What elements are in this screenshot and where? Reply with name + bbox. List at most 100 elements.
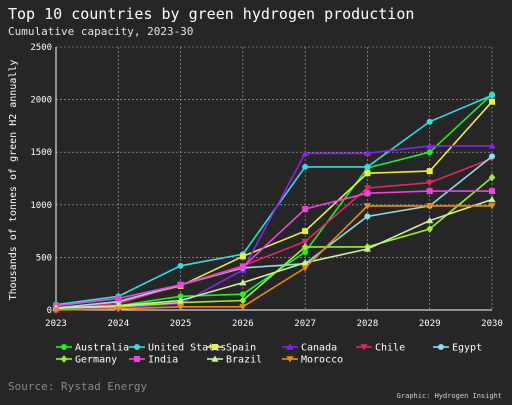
data-point-united-states [364, 163, 371, 170]
data-point-morocco [301, 265, 309, 272]
data-point-germany [488, 173, 496, 182]
gridlines [55, 46, 493, 311]
data-point-india [239, 263, 246, 270]
legend: Australia United States Spain Canada Chile Eg… [56, 343, 482, 366]
data-point-united-states [177, 262, 184, 269]
data-point-canada [363, 149, 372, 156]
data-point-brazil [488, 195, 496, 203]
x-tick-label: 2028 [357, 319, 379, 329]
series-united-states [53, 92, 495, 308]
data-point-india [302, 206, 309, 213]
legend-label: India [148, 355, 178, 366]
legend-marker [438, 344, 444, 350]
legend-label: Chile [375, 343, 405, 354]
graphic-credit: Graphic: Hydrogen Insight [396, 392, 502, 400]
data-point-brazil [426, 216, 434, 224]
series-line-morocco [55, 205, 492, 311]
y-tick-label: 500 [36, 253, 52, 263]
legend-entry-spain: Spain [207, 343, 256, 354]
legend-label: Spain [226, 343, 256, 354]
data-point-brazil [176, 296, 185, 304]
x-tick-label: 2024 [107, 319, 129, 329]
legend-label: United States [148, 343, 226, 354]
data-point-spain [239, 253, 246, 260]
legend-entry-australia: Australia [56, 343, 129, 354]
data-point-australia [302, 249, 309, 256]
data-point-chile [426, 180, 434, 187]
data-point-canada [301, 149, 309, 156]
series-line-brazil [55, 198, 493, 309]
data-point-australia [177, 293, 184, 300]
data-point-morocco [52, 307, 60, 314]
series-line-chile [55, 157, 493, 309]
data-point-india [177, 281, 184, 288]
legend-marker [60, 355, 68, 363]
x-tick-label: 2029 [419, 319, 441, 329]
legend-entry-germany: Germany [56, 355, 117, 366]
source-note: Source: Rystad Energy [8, 380, 148, 393]
data-point-germany [426, 225, 434, 233]
data-point-united-states [426, 118, 433, 125]
legend-marker [211, 355, 219, 362]
y-axis-label: Thousands of tonnes of green H2 annually [8, 60, 19, 301]
legend-label: Egypt [452, 343, 482, 354]
data-point-germany [301, 242, 309, 251]
legend-marker [61, 344, 67, 350]
legend-entry-brazil: Brazil [207, 355, 262, 366]
legend-entry-canada: Canada [282, 343, 337, 354]
y-tick-label: 0 [47, 306, 52, 316]
data-point-india [115, 295, 122, 302]
series-line-canada [55, 145, 492, 311]
data-point-united-states [489, 92, 495, 99]
data-point-morocco [114, 306, 122, 313]
data-point-india [489, 188, 495, 195]
x-tick-label: 2023 [45, 319, 67, 329]
data-point-morocco [426, 203, 434, 210]
legend-entry-egypt: Egypt [433, 343, 482, 354]
legend-label: Brazil [226, 355, 262, 366]
data-point-india [426, 188, 433, 195]
legend-label: Canada [301, 343, 337, 354]
data-point-morocco [488, 203, 496, 210]
data-point-morocco [176, 304, 185, 311]
legend-marker [360, 344, 368, 351]
series-line-egypt [55, 155, 493, 309]
series-line-australia [55, 93, 493, 310]
data-point-australia [426, 149, 433, 156]
data-point-germany [239, 296, 247, 305]
legend-entry-india: India [129, 355, 178, 366]
data-point-spain [426, 168, 433, 175]
legend-marker [212, 344, 218, 350]
series-line-germany [55, 176, 493, 309]
x-tick-label: 2025 [170, 319, 192, 329]
data-point-australia [239, 291, 246, 298]
data-point-brazil [363, 245, 372, 252]
series-germany [52, 173, 496, 312]
series-line-india [55, 190, 492, 307]
series-morocco [52, 203, 496, 314]
data-point-egypt [364, 213, 371, 220]
legend-label: Germany [75, 355, 117, 366]
data-point-chile [363, 185, 372, 192]
data-point-spain [364, 170, 371, 177]
data-point-brazil [239, 279, 247, 286]
data-point-canada [488, 142, 496, 149]
y-tick-label: 2000 [30, 96, 52, 106]
legend-entry-chile: Chile [356, 343, 405, 354]
x-tick-label: 2030 [481, 319, 503, 329]
data-point-canada [426, 142, 434, 149]
y-tick-label: 1000 [30, 201, 52, 211]
data-point-chile [301, 238, 309, 246]
x-tick-label: 2027 [294, 319, 316, 329]
y-tick-label: 2500 [30, 43, 52, 53]
data-point-united-states [302, 163, 309, 170]
legend-entry-morocco: Morocco [282, 355, 343, 366]
legend-marker [134, 356, 140, 362]
x-tick-label: 2026 [232, 319, 254, 329]
legend-marker [134, 344, 140, 350]
chart-subtitle: Cumulative capacity, 2023-30 [8, 25, 194, 38]
legend-marker [286, 343, 294, 350]
data-point-egypt [489, 153, 495, 160]
